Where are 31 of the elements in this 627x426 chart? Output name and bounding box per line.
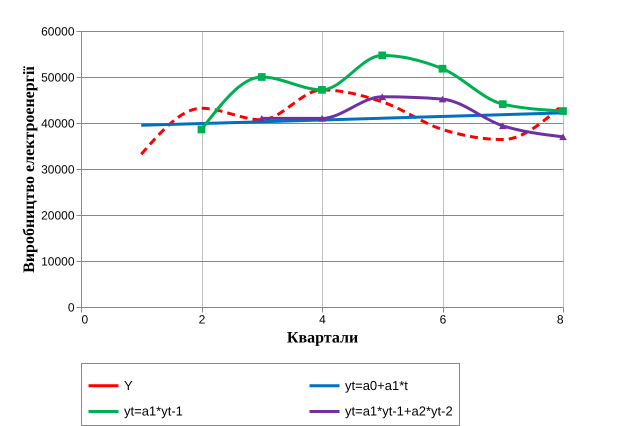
point — [318, 115, 326, 122]
point — [438, 64, 446, 73]
point — [258, 73, 266, 81]
legend-label: yt=a0+a1*t — [345, 378, 408, 393]
point — [559, 107, 567, 115]
point — [498, 122, 507, 130]
x-axis-title: Квартали — [286, 330, 358, 346]
y-tick-label: 50000 — [41, 70, 75, 84]
y-tick-label: 60000 — [41, 24, 75, 38]
point — [198, 126, 206, 134]
x-tick-label: 6 — [440, 312, 447, 326]
x-tick-label: 0 — [82, 312, 88, 326]
point — [318, 86, 326, 94]
x-tick-label: 2 — [198, 312, 206, 326]
y-tick-label: 30000 — [41, 162, 75, 176]
x-tick-label: 8 — [556, 312, 564, 326]
point — [438, 96, 446, 102]
y-tick-label: 20000 — [41, 208, 75, 222]
point — [498, 100, 507, 108]
legend-label: yt=a1*yt-1+a2*yt-2 — [345, 404, 453, 418]
x-tick-label: 4 — [319, 312, 326, 326]
y-axis-title: Виробництво електроенергії — [21, 66, 38, 273]
y-tick-label: 0 — [68, 300, 75, 314]
y-tick-label: 40000 — [41, 116, 75, 130]
point — [378, 52, 386, 60]
y-tick-label: 10000 — [41, 254, 75, 268]
point — [559, 133, 567, 140]
point — [258, 115, 266, 122]
point — [378, 93, 386, 100]
legend-label: yt=a1*yt-1 — [124, 404, 183, 418]
legend-label: Y — [124, 378, 133, 393]
